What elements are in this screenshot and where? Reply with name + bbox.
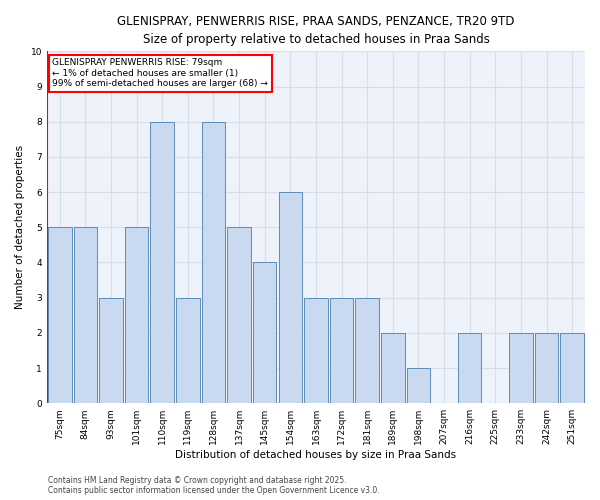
Bar bbox=[227, 228, 251, 403]
Bar bbox=[509, 333, 533, 403]
Bar bbox=[560, 333, 584, 403]
Bar bbox=[535, 333, 559, 403]
Bar bbox=[99, 298, 123, 403]
X-axis label: Distribution of detached houses by size in Praa Sands: Distribution of detached houses by size … bbox=[175, 450, 457, 460]
Bar bbox=[355, 298, 379, 403]
Text: Contains HM Land Registry data © Crown copyright and database right 2025.
Contai: Contains HM Land Registry data © Crown c… bbox=[48, 476, 380, 495]
Bar bbox=[304, 298, 328, 403]
Bar bbox=[48, 228, 71, 403]
Text: GLENISPRAY PENWERRIS RISE: 79sqm
← 1% of detached houses are smaller (1)
99% of : GLENISPRAY PENWERRIS RISE: 79sqm ← 1% of… bbox=[52, 58, 268, 88]
Title: GLENISPRAY, PENWERRIS RISE, PRAA SANDS, PENZANCE, TR20 9TD
Size of property rela: GLENISPRAY, PENWERRIS RISE, PRAA SANDS, … bbox=[117, 15, 515, 46]
Bar bbox=[151, 122, 174, 403]
Bar bbox=[202, 122, 225, 403]
Bar bbox=[74, 228, 97, 403]
Bar bbox=[125, 228, 148, 403]
Bar bbox=[458, 333, 481, 403]
Y-axis label: Number of detached properties: Number of detached properties bbox=[15, 145, 25, 310]
Bar bbox=[176, 298, 200, 403]
Bar bbox=[381, 333, 404, 403]
Bar bbox=[278, 192, 302, 403]
Bar bbox=[253, 262, 277, 403]
Bar bbox=[330, 298, 353, 403]
Bar bbox=[407, 368, 430, 403]
